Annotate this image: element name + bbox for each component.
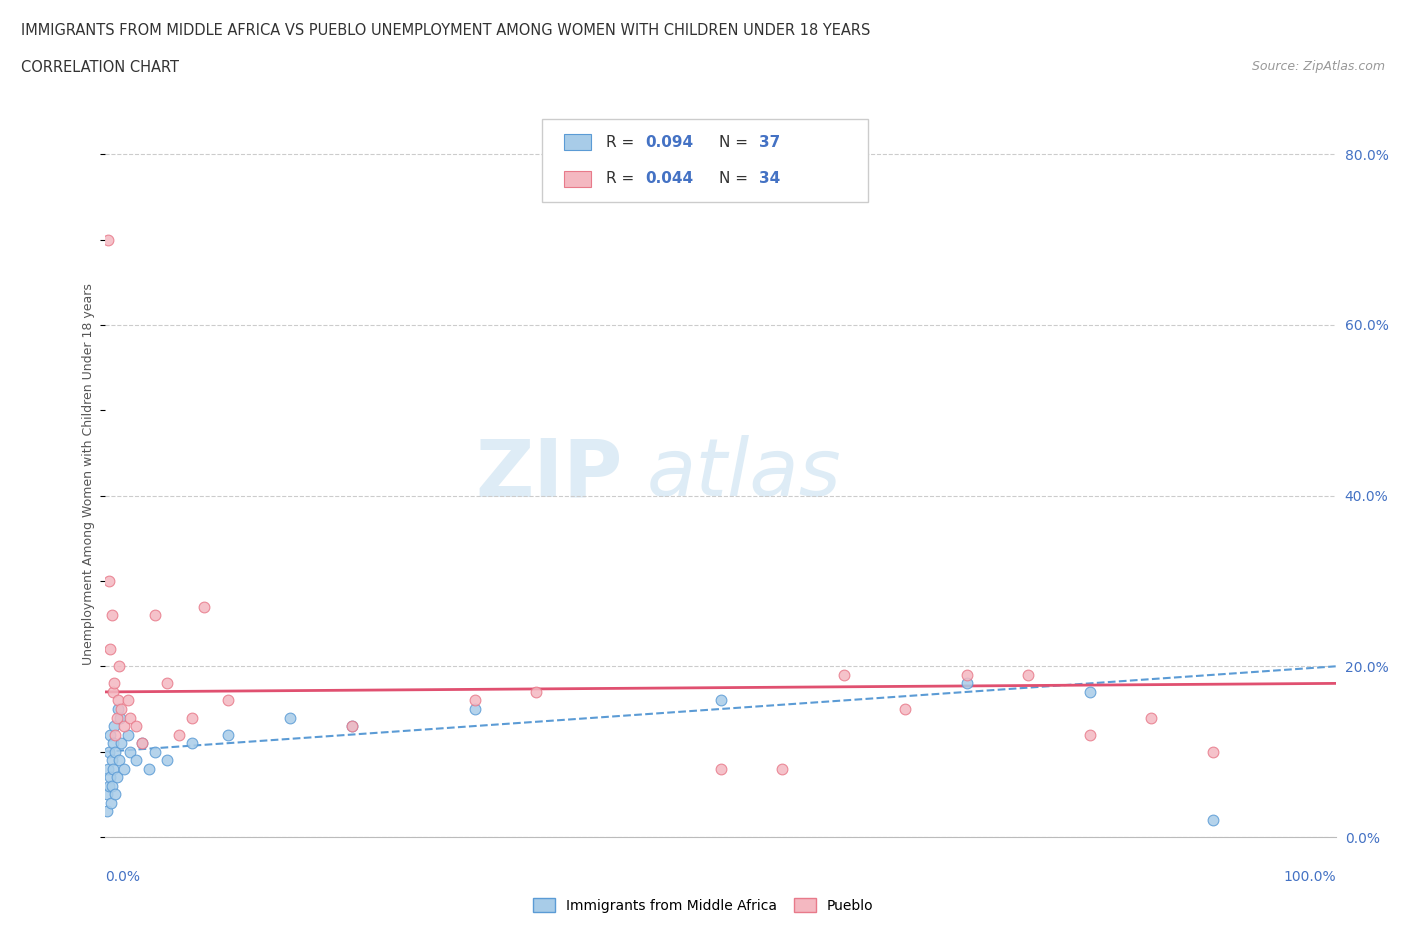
Text: atlas: atlas: [647, 435, 842, 513]
Point: [108, 752, 131, 767]
Point: [340, 719, 363, 734]
Point: [710, 762, 733, 777]
Point: [98, 744, 121, 759]
Point: [98, 770, 121, 785]
Point: [156, 752, 179, 767]
Point: [101, 778, 124, 793]
Point: [1201, 744, 1223, 759]
Point: [340, 719, 363, 734]
Point: [101, 684, 124, 699]
Point: [956, 668, 979, 683]
Point: [100, 607, 122, 622]
Point: [105, 770, 128, 785]
Point: [107, 693, 129, 708]
Point: [218, 727, 240, 742]
Y-axis label: Unemployment Among Women with Children Under 18 years: Unemployment Among Women with Children U…: [82, 284, 96, 665]
Bar: [564, 134, 592, 150]
Point: [103, 719, 125, 734]
Point: [103, 762, 125, 777]
Point: [770, 762, 793, 777]
Point: [97, 232, 120, 247]
Point: [98, 642, 122, 657]
Text: R =: R =: [606, 135, 640, 150]
Point: [100, 795, 122, 810]
Point: [180, 711, 202, 725]
Point: [100, 752, 122, 767]
Point: [1078, 727, 1101, 742]
Point: [108, 658, 131, 673]
Text: N =: N =: [720, 171, 754, 186]
Point: [112, 762, 135, 777]
Point: [894, 701, 917, 716]
Point: [97, 762, 120, 777]
Text: 0.044: 0.044: [645, 171, 693, 186]
Point: [98, 727, 122, 742]
Point: [193, 599, 215, 614]
Point: [117, 727, 139, 742]
Point: [120, 711, 141, 725]
Point: [832, 668, 855, 683]
Point: [104, 727, 127, 742]
Text: Source: ZipAtlas.com: Source: ZipAtlas.com: [1251, 60, 1385, 73]
Point: [131, 736, 153, 751]
Point: [125, 719, 148, 734]
Text: 34: 34: [759, 171, 780, 186]
Point: [1017, 668, 1039, 683]
Text: 0.0%: 0.0%: [105, 870, 141, 884]
Point: [120, 744, 141, 759]
Point: [1140, 711, 1163, 725]
Point: [710, 693, 733, 708]
Bar: [543, 119, 869, 203]
Text: R =: R =: [606, 171, 640, 186]
Point: [278, 711, 301, 725]
Point: [98, 574, 121, 589]
Point: [110, 711, 132, 725]
Point: [110, 701, 132, 716]
Point: [143, 607, 166, 622]
Point: [104, 744, 127, 759]
Point: [956, 676, 979, 691]
Point: [138, 762, 160, 777]
Point: [107, 701, 129, 716]
Point: [524, 684, 547, 699]
Point: [131, 736, 153, 751]
Point: [1078, 684, 1101, 699]
Text: CORRELATION CHART: CORRELATION CHART: [21, 60, 179, 75]
Legend: Immigrants from Middle Africa, Pueblo: Immigrants from Middle Africa, Pueblo: [527, 893, 879, 919]
Point: [101, 736, 124, 751]
Point: [156, 676, 179, 691]
Point: [96, 804, 118, 818]
Point: [97, 778, 120, 793]
Text: N =: N =: [720, 135, 754, 150]
Point: [104, 787, 127, 802]
Text: ZIP: ZIP: [475, 435, 621, 513]
Point: [117, 693, 139, 708]
Point: [464, 693, 486, 708]
Text: 100.0%: 100.0%: [1284, 870, 1336, 884]
Text: IMMIGRANTS FROM MIDDLE AFRICA VS PUEBLO UNEMPLOYMENT AMONG WOMEN WITH CHILDREN U: IMMIGRANTS FROM MIDDLE AFRICA VS PUEBLO …: [21, 23, 870, 38]
Point: [112, 719, 135, 734]
Point: [96, 787, 118, 802]
Bar: [564, 171, 592, 187]
Point: [105, 711, 128, 725]
Point: [1201, 813, 1223, 828]
Point: [169, 727, 191, 742]
Point: [110, 736, 132, 751]
Point: [218, 693, 240, 708]
Point: [180, 736, 202, 751]
Point: [464, 701, 486, 716]
Text: 37: 37: [759, 135, 780, 150]
Point: [103, 676, 125, 691]
Point: [143, 744, 166, 759]
Text: 0.094: 0.094: [645, 135, 693, 150]
Point: [125, 752, 148, 767]
